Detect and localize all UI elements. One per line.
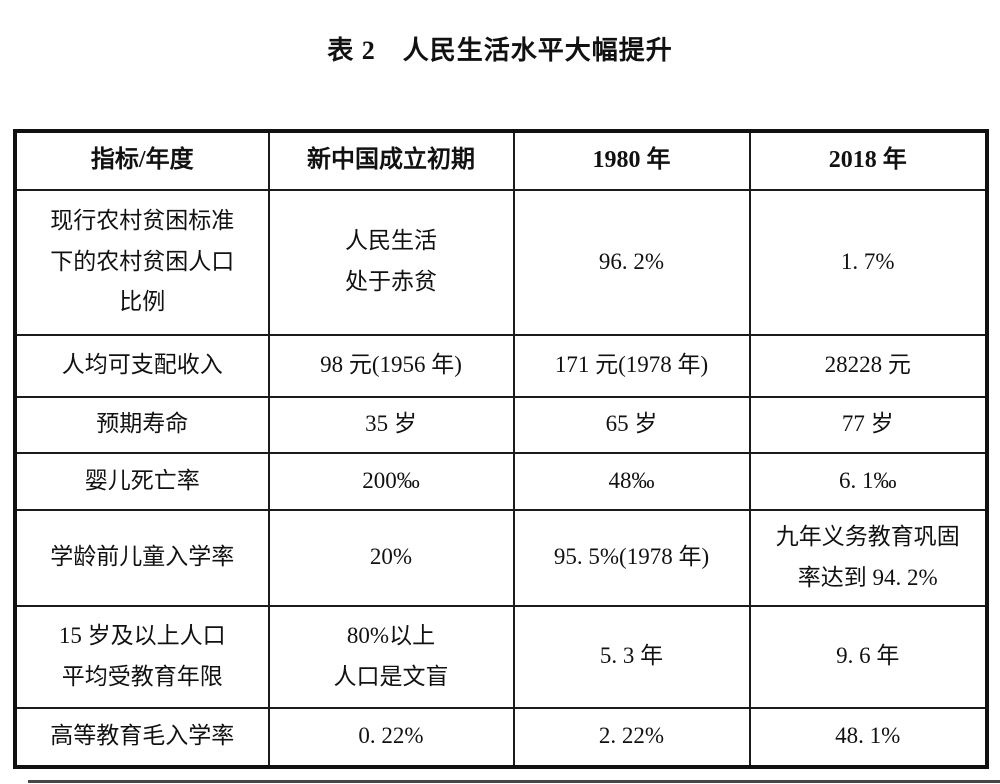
cut-off-page-edge [28,780,1000,783]
cell-1980: 5. 3 年 [512,604,751,709]
cell-indicator: 高等教育毛入学率 [14,706,270,768]
cell-2018: 28228 元 [748,333,988,398]
cell-2018: 6. 1‰ [748,451,988,511]
cell-1980: 96. 2% [512,188,751,336]
column-header-indicator: 指标/年度 [14,130,270,191]
cell-2018: 77 岁 [748,395,988,454]
cell-early-prc: 20% [267,508,515,607]
cell-indicator: 人均可支配收入 [14,333,270,398]
cell-indicator: 学龄前儿童入学率 [14,508,270,607]
table-row: 15 岁及以上人口 平均受教育年限 80%以上 人口是文盲 5. 3 年 9. … [14,604,988,709]
cell-1980: 65 岁 [512,395,751,454]
cell-early-prc: 200‰ [267,451,515,511]
cell-1980: 2. 22% [512,706,751,768]
table-row: 学龄前儿童入学率 20% 95. 5%(1978 年) 九年义务教育巩固 率达到… [14,508,988,607]
table-row: 婴儿死亡率 200‰ 48‰ 6. 1‰ [14,451,988,511]
living-standards-table: 指标/年度 新中国成立初期 1980 年 2018 年 现行农村贫困标准 下的农… [13,129,989,769]
cell-indicator: 15 岁及以上人口 平均受教育年限 [14,604,270,709]
cell-2018: 9. 6 年 [748,604,988,709]
cell-indicator: 预期寿命 [14,395,270,454]
table-row: 现行农村贫困标准 下的农村贫困人口 比例 人民生活 处于赤贫 96. 2% 1.… [14,188,988,336]
page-title: 表 2 人民生活水平大幅提升 [327,36,673,65]
cell-early-prc: 98 元(1956 年) [267,333,515,398]
cell-2018: 48. 1% [748,706,988,768]
cell-1980: 48‰ [512,451,751,511]
table-row: 人均可支配收入 98 元(1956 年) 171 元(1978 年) 28228… [14,333,988,398]
cell-early-prc: 80%以上 人口是文盲 [267,604,515,709]
cell-1980: 95. 5%(1978 年) [512,508,751,607]
cell-early-prc: 人民生活 处于赤贫 [267,188,515,336]
cell-1980: 171 元(1978 年) [512,333,751,398]
cell-indicator: 现行农村贫困标准 下的农村贫困人口 比例 [14,188,270,336]
cell-2018: 九年义务教育巩固 率达到 94. 2% [748,508,988,607]
table-header-row: 指标/年度 新中国成立初期 1980 年 2018 年 [14,130,988,191]
table-row: 高等教育毛入学率 0. 22% 2. 22% 48. 1% [14,706,988,768]
column-header-2018: 2018 年 [748,130,988,191]
column-header-1980: 1980 年 [512,130,751,191]
cell-2018: 1. 7% [748,188,988,336]
table-row: 预期寿命 35 岁 65 岁 77 岁 [14,395,988,454]
cell-indicator: 婴儿死亡率 [14,451,270,511]
cell-early-prc: 0. 22% [267,706,515,768]
cell-early-prc: 35 岁 [267,395,515,454]
column-header-early-prc: 新中国成立初期 [267,130,515,191]
